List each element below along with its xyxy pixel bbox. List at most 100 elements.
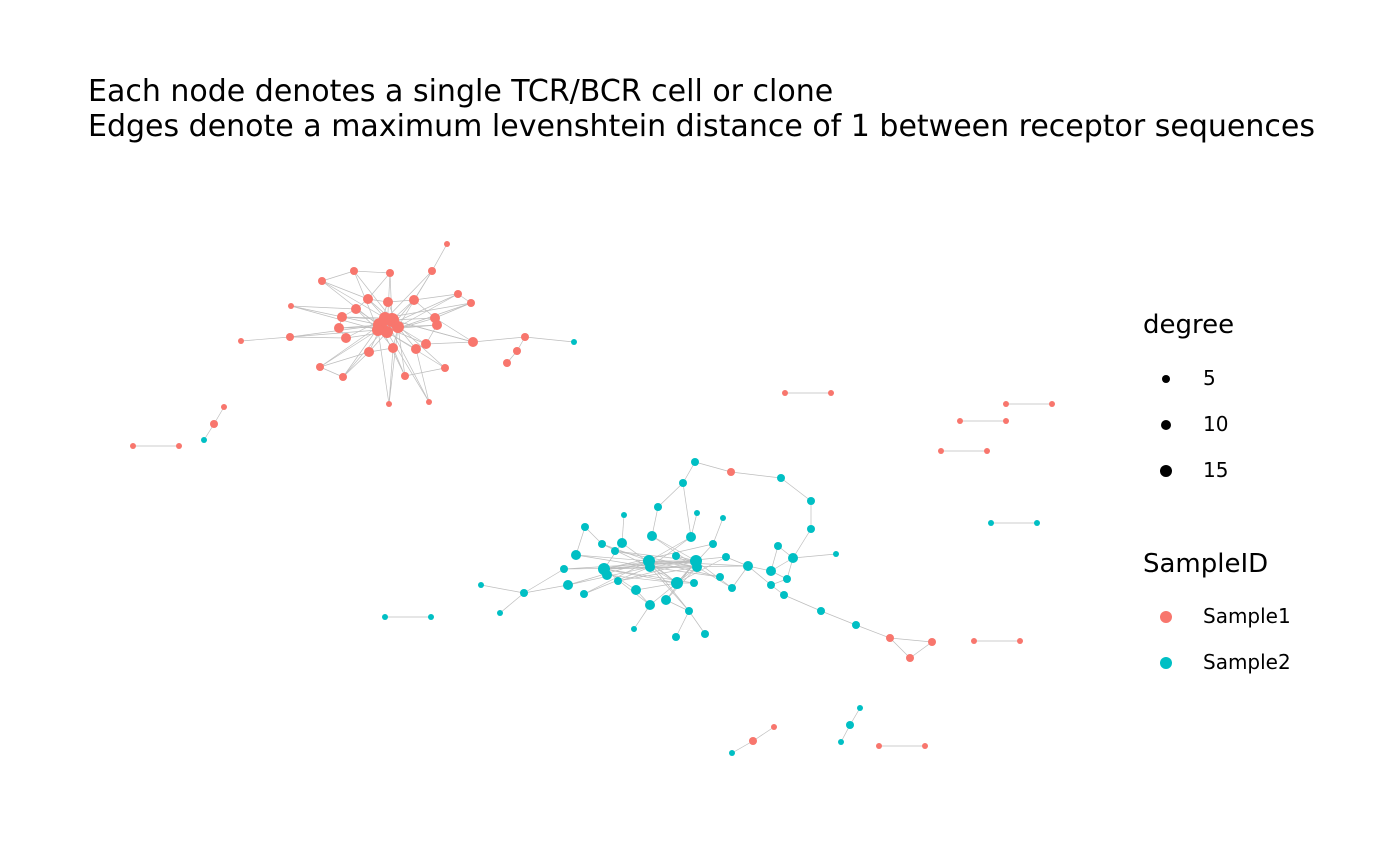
node-sample2 <box>767 581 775 589</box>
node-sample2 <box>478 582 484 588</box>
network-edge <box>696 566 733 589</box>
network-edge <box>649 566 690 612</box>
node-sample1 <box>928 638 936 646</box>
node-sample1 <box>238 338 244 344</box>
network-edge <box>575 554 650 562</box>
legend-degree-key-5 <box>1162 375 1170 383</box>
network-edge <box>388 326 399 405</box>
node-sample1 <box>176 443 182 449</box>
network-edge <box>820 610 857 626</box>
node-sample1 <box>521 333 529 341</box>
node-sample2 <box>645 562 655 572</box>
node-sample2 <box>571 550 581 560</box>
network-edge <box>617 566 698 582</box>
node-sample1 <box>1017 638 1023 644</box>
network-edge <box>321 280 386 319</box>
network-edge <box>601 543 651 568</box>
node-sample2 <box>857 705 863 711</box>
node-sample2 <box>560 565 568 573</box>
node-sample1 <box>906 654 914 662</box>
node-sample2 <box>691 458 699 466</box>
node-sample1 <box>432 320 442 330</box>
node-sample2 <box>780 591 788 599</box>
network-edge <box>319 324 381 368</box>
network-edge <box>792 528 812 559</box>
node-sample1 <box>372 324 384 336</box>
legend-sample1-label: Sample1 <box>1203 604 1291 628</box>
node-sample2 <box>672 552 680 560</box>
network-edge <box>413 270 433 301</box>
network-edge <box>889 637 911 659</box>
node-sample1 <box>922 743 928 749</box>
node-sample1 <box>337 312 347 322</box>
node-sample2 <box>614 577 622 585</box>
legend-sample2-label: Sample2 <box>1203 650 1291 674</box>
network-edge <box>682 461 696 484</box>
edge-layer <box>133 243 1052 754</box>
network-edge <box>342 351 370 378</box>
network-edge <box>388 347 394 405</box>
node-sample1 <box>364 347 374 357</box>
node-sample2 <box>685 607 693 615</box>
node-sample1 <box>1003 418 1009 424</box>
node-sample1 <box>379 312 391 324</box>
network-edge <box>563 560 697 570</box>
node-sample1 <box>782 390 788 396</box>
node-sample1 <box>468 337 478 347</box>
network-edge <box>675 610 690 638</box>
node-sample1 <box>409 295 419 305</box>
node-sample2 <box>581 523 589 531</box>
node-sample1 <box>467 299 475 307</box>
node-sample1 <box>1003 401 1009 407</box>
legend-degree-title: degree <box>1143 310 1235 340</box>
network-edge <box>688 610 706 635</box>
node-sample2 <box>201 437 207 443</box>
network-edge <box>377 329 390 405</box>
legend-degree-key-10 <box>1161 420 1171 430</box>
network-edge <box>563 566 698 570</box>
node-sample2 <box>428 614 434 620</box>
network-edge <box>712 517 724 545</box>
network-edge <box>523 584 569 594</box>
network-edge <box>603 543 714 570</box>
node-sample1 <box>288 303 294 309</box>
network-edge <box>392 347 406 377</box>
legend-degree-label-10: 10 <box>1203 412 1229 436</box>
node-sample2 <box>621 512 627 518</box>
network-edge <box>575 554 651 568</box>
node-sample1 <box>210 420 218 428</box>
network-edge <box>792 553 837 559</box>
node-sample2 <box>766 566 776 576</box>
node-sample1 <box>130 443 136 449</box>
node-sample1 <box>421 339 431 349</box>
node-sample2 <box>720 515 726 521</box>
network-edge <box>855 624 891 639</box>
node-sample2 <box>645 600 655 610</box>
node-sample1 <box>341 333 351 343</box>
node-sample1 <box>1049 401 1055 407</box>
node-sample2 <box>817 607 825 615</box>
node-sample1 <box>984 448 990 454</box>
node-sample1 <box>318 277 326 285</box>
network-edge <box>391 319 474 343</box>
network-edge <box>240 336 291 342</box>
node-sample1 <box>749 737 757 745</box>
node-sample1 <box>454 290 462 298</box>
node-sample1 <box>428 267 436 275</box>
node-sample1 <box>339 373 347 381</box>
legend-degree-label-15: 15 <box>1203 458 1229 482</box>
node-sample1 <box>350 267 358 275</box>
node-sample1 <box>388 343 398 353</box>
network-edge <box>909 641 933 659</box>
node-sample2 <box>743 561 753 571</box>
network-edge <box>415 348 430 403</box>
node-sample1 <box>876 743 882 749</box>
network-edge <box>397 326 406 377</box>
node-sample1 <box>383 297 393 307</box>
node-sample1 <box>441 364 449 372</box>
node-sample2 <box>774 542 782 550</box>
node-sample1 <box>828 390 834 396</box>
node-sample2 <box>807 497 815 505</box>
node-sample1 <box>886 634 894 642</box>
node-sample2 <box>777 474 785 482</box>
